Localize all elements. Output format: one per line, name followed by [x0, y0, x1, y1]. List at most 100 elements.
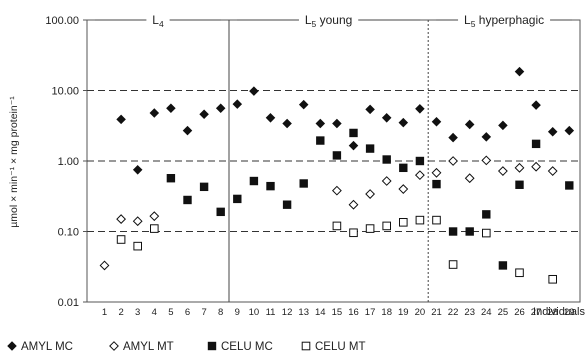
amyl-mt-point: [431, 167, 442, 178]
celu-mc-point: [199, 182, 209, 192]
series-amyl-mt: [99, 155, 558, 271]
y-tick-label: 10.00: [51, 86, 79, 98]
celu-mt-point: [415, 215, 425, 225]
celu-mc-point: [349, 128, 358, 138]
x-tick-label: 17: [365, 307, 376, 318]
celu-mt-point: [482, 228, 491, 238]
x-tick-label: 16: [348, 307, 359, 318]
section-label-bg: [458, 12, 551, 28]
celu-mt-point: [448, 260, 458, 269]
amyl-mc-point: [431, 117, 442, 127]
celu-mt-point: [116, 235, 126, 244]
x-tick-label: 15: [332, 307, 343, 318]
amyl-mt-point: [331, 185, 342, 196]
amyl-mc-point: [132, 165, 143, 175]
celu-mt-point: [432, 215, 441, 225]
celu-mc-point: [432, 179, 441, 189]
amyl-mt-point: [481, 155, 492, 166]
x-tick-label: 4: [152, 307, 157, 318]
x-tick-label: 1: [102, 307, 107, 318]
celu-mt-point: [349, 228, 358, 238]
legend-item-amyl-mc: AMYL MC: [7, 341, 73, 353]
x-tick-label: 12: [282, 307, 293, 318]
amyl-mc-point: [448, 132, 458, 143]
celu-mc-point: [465, 227, 474, 236]
amyl-mc-point: [348, 140, 359, 151]
amyl-mc-point: [464, 119, 475, 130]
amyl-mt-point: [116, 214, 127, 224]
section-label: L4: [152, 13, 164, 29]
x-tick-label: 29: [564, 307, 575, 318]
amyl-mt-point: [531, 161, 542, 172]
amyl-mc-point: [531, 100, 541, 110]
x-tick-label: 26: [514, 307, 525, 318]
celu-mc-point: [565, 181, 574, 190]
amyl-mc-point: [282, 118, 292, 129]
amyl-mc-point: [166, 103, 176, 114]
amyl-mc-point: [564, 125, 575, 136]
legend-item-celu-mt: CELU MT: [301, 341, 365, 353]
x-tick-label: 21: [431, 307, 442, 318]
x-tick-label: 11: [266, 307, 276, 318]
celu-mc-point: [266, 181, 275, 191]
celu-mc-point: [183, 195, 192, 205]
x-tick-label: 13: [298, 307, 309, 318]
celu-mc-point: [282, 200, 292, 209]
x-tick-label: 28: [547, 307, 558, 318]
amyl-mt-point: [464, 173, 475, 184]
y-axis-label: µmol × min⁻¹ × mg protein⁻¹: [8, 96, 20, 228]
section-header: L5 hyperphagic: [436, 12, 572, 29]
series-amyl-mc: [116, 66, 575, 175]
x-tick-label: 25: [498, 307, 509, 318]
celu-mc-point: [531, 139, 541, 149]
celu-mt-point: [133, 241, 142, 251]
amyl-mc-point: [398, 117, 409, 128]
legend-label: CELU MT: [315, 341, 365, 353]
amyl-mc-point: [298, 99, 309, 110]
amyl-mt-point: [547, 166, 558, 176]
celu-mt-point: [332, 221, 342, 231]
x-tick-label: 19: [398, 307, 409, 318]
amyl-mc-point: [547, 126, 558, 137]
amyl-mc-point: [415, 104, 425, 114]
x-tick-label: 27: [531, 307, 542, 318]
legend-label: AMYL MT: [123, 341, 174, 353]
celu-mc-point: [233, 194, 242, 204]
x-tick-label: 14: [315, 307, 326, 318]
series-celu-mt: [116, 215, 558, 284]
celu-mc-point: [515, 180, 524, 189]
x-tick-label: 8: [218, 307, 223, 318]
x-tick-label: 10: [249, 307, 260, 318]
legend-item-celu-mc: CELU MC: [207, 341, 273, 353]
y-tick-label: 0.10: [58, 227, 79, 239]
amyl-mc-point: [265, 113, 276, 123]
x-tick-label: 5: [168, 307, 173, 318]
celu-mt-point: [399, 218, 408, 227]
amyl-mc-point: [149, 108, 160, 118]
legend-label: AMYL MC: [21, 341, 73, 353]
amyl-mc-point: [199, 109, 209, 120]
celu-mc-point: [299, 179, 308, 188]
amyl-mc-point: [116, 114, 126, 125]
amyl-mt-point: [414, 170, 425, 181]
section-label-bg: [146, 12, 170, 28]
amyl-mc-point: [481, 132, 492, 142]
amyl-mt-point: [497, 166, 508, 176]
x-tick-label: 20: [415, 307, 426, 318]
amyl-mc-point: [381, 113, 392, 123]
section-label: L5 young: [305, 13, 352, 29]
celu-mt-point: [382, 221, 391, 231]
amyl-mt-point: [514, 162, 525, 173]
legend-marker: [301, 341, 311, 351]
legend: AMYL MC AMYL MT CELU MC CELU MT: [7, 341, 365, 353]
celu-mc-point: [482, 210, 491, 219]
celu-mc-point: [332, 151, 342, 160]
legend-marker: [109, 341, 119, 351]
amyl-mc-point: [249, 86, 259, 96]
amyl-mc-point: [182, 125, 193, 136]
celu-mc-point: [382, 155, 391, 164]
legend-item-amyl-mt: AMYL MT: [109, 341, 174, 353]
celu-mc-point: [316, 136, 325, 145]
amyl-mt-point: [398, 184, 409, 194]
